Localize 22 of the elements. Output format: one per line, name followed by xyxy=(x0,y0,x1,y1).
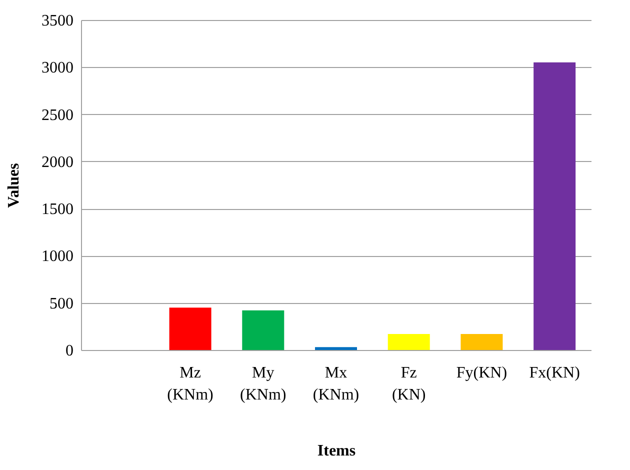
y-tick-label: 0 xyxy=(66,342,74,360)
x-tick-label: Fx(KN) xyxy=(529,364,580,382)
x-tick-label: My (KNm) xyxy=(240,364,286,404)
bar xyxy=(315,347,357,350)
bar xyxy=(169,308,212,350)
bar xyxy=(534,62,576,350)
y-tick-label: 2500 xyxy=(42,106,74,124)
y-tick-label: 3000 xyxy=(42,60,74,77)
x-axis-title: Items xyxy=(317,442,356,460)
x-tick-label: Fy(KN) xyxy=(456,364,508,382)
bar xyxy=(242,310,284,350)
y-tick-label: 3500 xyxy=(42,12,74,30)
x-tick-label: Mz (KNm) xyxy=(167,364,214,404)
y-tick-label: 1500 xyxy=(42,201,74,218)
y-tick-label: 500 xyxy=(50,295,74,312)
x-tick-label: Fz (KN) xyxy=(392,364,426,404)
y-axis-title: Values xyxy=(6,163,22,208)
bar xyxy=(460,334,503,350)
x-tick-label: Mx (KNm) xyxy=(312,364,360,404)
bar xyxy=(388,334,430,350)
y-tick-label: 2000 xyxy=(42,154,74,171)
y-tick-label: 1000 xyxy=(42,248,74,266)
